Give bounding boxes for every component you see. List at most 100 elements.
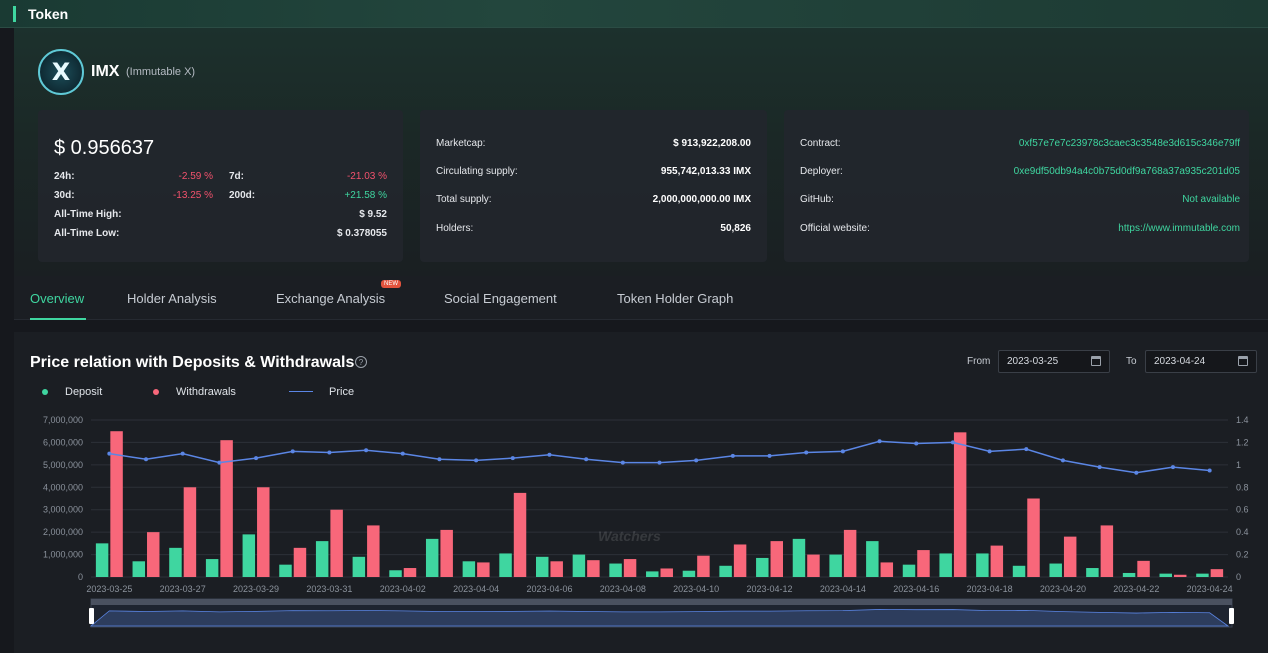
deposit-bar xyxy=(939,553,952,577)
y-right-tick-label: 0.6 xyxy=(1236,505,1249,515)
price-point xyxy=(510,456,515,461)
price-point xyxy=(767,453,772,458)
tab-holder-analysis[interactable]: Holder Analysis xyxy=(127,291,217,306)
to-date-value: 2023-04-24 xyxy=(1154,356,1206,367)
atl-value: $ 0.378055 xyxy=(336,228,387,239)
deposit-bar xyxy=(242,534,256,577)
price-point xyxy=(217,460,222,465)
ath-value: $ 9.52 xyxy=(359,209,387,220)
new-badge: NEW xyxy=(381,280,401,288)
price-point xyxy=(144,457,149,462)
deposit-bar xyxy=(425,538,439,577)
token-name: (Immutable X) xyxy=(126,66,196,78)
section-header: Token xyxy=(0,0,1268,28)
x-tick-label: 2023-03-25 xyxy=(86,584,132,594)
withdrawal-bar xyxy=(1027,498,1040,577)
withdrawal-bar xyxy=(697,555,710,577)
price-point xyxy=(987,449,992,454)
x-tick-label: 2023-04-14 xyxy=(820,584,866,594)
legend-deposit[interactable]: Deposit xyxy=(65,386,103,398)
withdrawal-bar xyxy=(110,431,123,577)
price-point xyxy=(914,441,919,446)
withdrawal-bar xyxy=(477,562,490,577)
from-date-input[interactable]: 2023-03-25 xyxy=(998,350,1110,373)
price-point xyxy=(290,449,295,454)
withdrawal-bar xyxy=(623,559,637,577)
withdrawal-bar xyxy=(770,541,784,577)
x-tick-label: 2023-04-22 xyxy=(1113,584,1159,594)
deposit-bar xyxy=(132,561,146,577)
x-tick-label: 2023-04-24 xyxy=(1187,584,1233,594)
tab-exchange-analysis[interactable]: Exchange Analysis xyxy=(276,291,386,306)
zoom-handle-right[interactable] xyxy=(1229,608,1234,624)
watermark: Watchers xyxy=(598,528,661,544)
price-point xyxy=(474,458,479,463)
logo-letter: X xyxy=(51,58,71,86)
section-accent-bar xyxy=(13,6,16,22)
y-left-tick-label: 7,000,000 xyxy=(43,415,83,425)
zoom-handle-left[interactable] xyxy=(89,608,94,624)
stat-value-7d: -21.03 % xyxy=(346,171,387,182)
supply-card: Marketcap: $ 913,922,208.00 Circulating … xyxy=(420,110,767,262)
stat-value-30d: -13.25 % xyxy=(172,190,213,201)
contract-link[interactable]: 0xf57e7e7c23978c3caec3c3548e3d615c346e79… xyxy=(1018,138,1240,149)
legend-withdrawals[interactable]: Withdrawals xyxy=(176,386,236,398)
y-right-tick-label: 0.2 xyxy=(1236,550,1249,560)
tab-active-indicator xyxy=(30,318,86,320)
x-tick-label: 2023-04-06 xyxy=(526,584,572,594)
deployer-label: Deployer: xyxy=(800,166,843,177)
y-left-tick-label: 0 xyxy=(78,572,83,582)
tab-token-holder-graph[interactable]: Token Holder Graph xyxy=(617,291,734,306)
withdrawal-bar xyxy=(1137,560,1150,577)
deposit-bar xyxy=(1196,573,1209,577)
withdrawal-bar xyxy=(990,545,1004,577)
total-supply-value: 2,000,000,000.00 IMX xyxy=(652,194,751,205)
withdrawal-bar xyxy=(807,554,820,577)
withdrawal-bar xyxy=(257,487,270,577)
y-right-tick-label: 0 xyxy=(1236,572,1241,582)
deposit-bar xyxy=(646,571,659,577)
current-price: $ 0.956637 xyxy=(54,137,155,159)
tab-overview[interactable]: Overview xyxy=(30,291,85,306)
price-point xyxy=(107,451,112,456)
price-point xyxy=(950,440,955,445)
circulating-supply-value: 955,742,013.33 IMX xyxy=(660,166,751,177)
website-link[interactable]: https://www.immutable.com xyxy=(1118,223,1240,234)
deposit-bar xyxy=(976,553,989,577)
marketcap-label: Marketcap: xyxy=(436,138,486,149)
price-point xyxy=(657,460,662,465)
info-card: Contract: 0xf57e7e7c23978c3caec3c3548e3d… xyxy=(784,110,1249,262)
withdrawal-bar xyxy=(147,532,160,577)
github-label: GitHub: xyxy=(800,194,834,205)
deployer-link[interactable]: 0xe9df50db94a4c0b75d0df9a768a37a935c201d… xyxy=(1013,166,1240,177)
price-point xyxy=(1060,458,1065,463)
deposit-bar xyxy=(95,543,109,577)
to-date-input[interactable]: 2023-04-24 xyxy=(1145,350,1257,373)
withdrawal-bar xyxy=(843,529,857,577)
y-left-tick-label: 5,000,000 xyxy=(43,460,83,470)
y-left-tick-label: 3,000,000 xyxy=(43,505,83,515)
deposit-bar xyxy=(205,559,219,577)
from-label: From xyxy=(967,356,991,367)
withdrawal-bar xyxy=(440,529,453,577)
calendar-icon[interactable] xyxy=(1091,356,1101,366)
price-line xyxy=(109,440,1210,474)
withdrawal-bar xyxy=(880,562,894,577)
legend-price[interactable]: Price xyxy=(329,386,355,398)
contract-label: Contract: xyxy=(800,138,841,149)
deposit-bar xyxy=(169,547,182,577)
stat-label-24h: 24h: xyxy=(54,171,75,182)
tab-social-engagement[interactable]: Social Engagement xyxy=(444,291,557,306)
y-right-tick-label: 1.4 xyxy=(1236,415,1249,425)
calendar-icon[interactable] xyxy=(1238,356,1248,366)
deposit-bar xyxy=(535,556,549,577)
price-point xyxy=(1134,470,1139,475)
price-point xyxy=(840,449,845,454)
withdrawal-bar xyxy=(550,561,563,577)
atl-label: All-Time Low: xyxy=(54,228,120,239)
withdrawal-bar xyxy=(917,550,930,577)
stat-value-200d: +21.58 % xyxy=(344,190,387,201)
withdrawal-bar xyxy=(293,547,307,577)
help-icon[interactable]: ? xyxy=(355,356,367,368)
price-point xyxy=(804,450,809,455)
